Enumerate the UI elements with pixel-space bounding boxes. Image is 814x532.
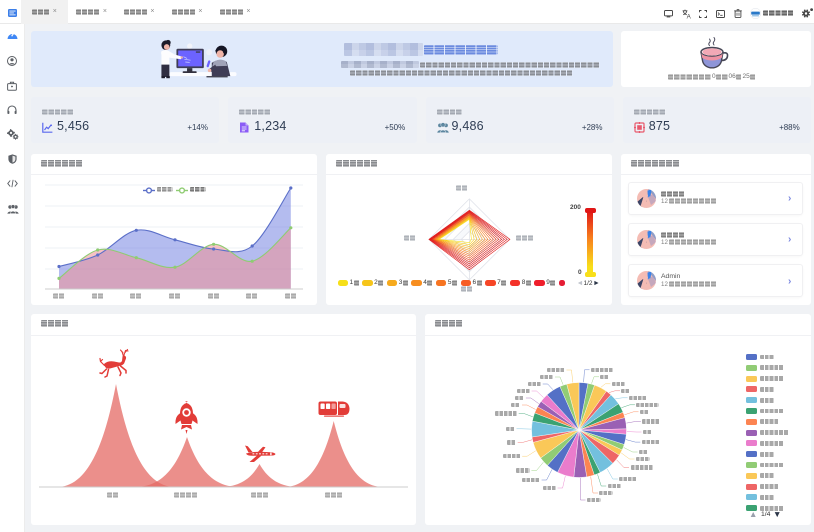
- svg-text:A: A: [686, 13, 691, 18]
